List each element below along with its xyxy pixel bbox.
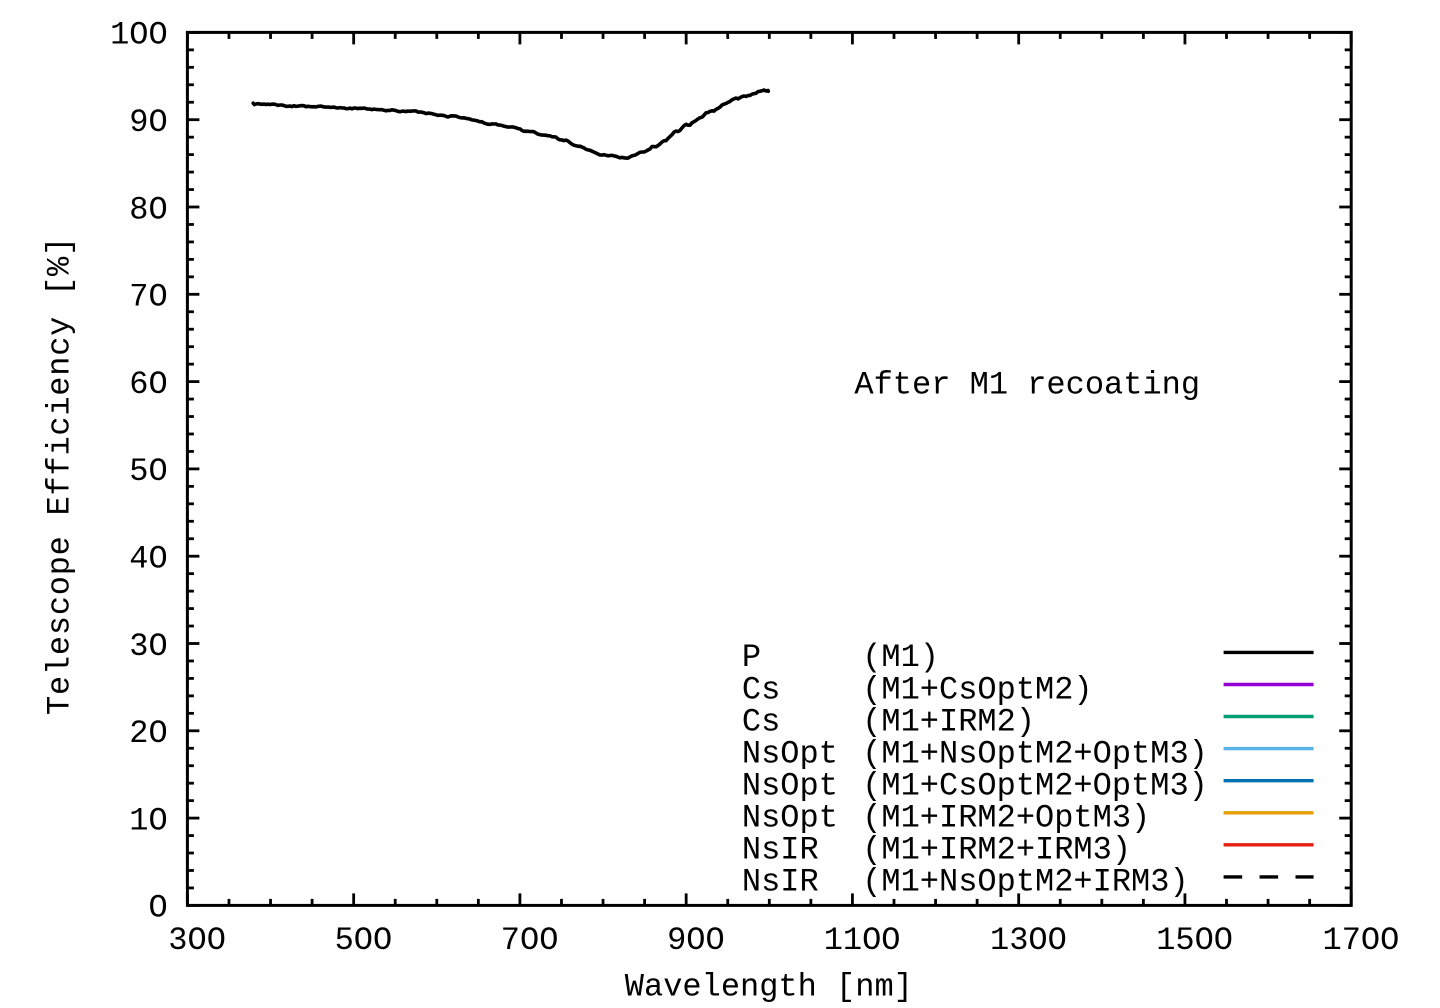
svg-text:9OO: 9OO bbox=[667, 922, 725, 959]
svg-text:17OO: 17OO bbox=[1322, 922, 1399, 959]
svg-text:(M1+NsOptM2+IRM3): (M1+NsOptM2+IRM3) bbox=[862, 864, 1188, 901]
svg-text:After M1 recoating: After M1 recoating bbox=[854, 367, 1200, 404]
svg-text:2O: 2O bbox=[129, 715, 167, 752]
svg-text:NsOpt: NsOpt bbox=[742, 800, 838, 837]
svg-text:7OO: 7OO bbox=[501, 922, 559, 959]
svg-text:13OO: 13OO bbox=[990, 922, 1067, 959]
svg-text:8O: 8O bbox=[129, 191, 167, 228]
svg-text:Cs: Cs bbox=[742, 671, 780, 708]
svg-text:P: P bbox=[742, 639, 761, 676]
svg-text:O: O bbox=[148, 890, 167, 927]
svg-text:15OO: 15OO bbox=[1156, 922, 1233, 959]
svg-text:(M1+CsOptM2): (M1+CsOptM2) bbox=[862, 671, 1092, 708]
svg-text:5OO: 5OO bbox=[335, 922, 393, 959]
svg-text:Cs: Cs bbox=[742, 703, 780, 740]
svg-text:(M1+IRM2): (M1+IRM2) bbox=[862, 703, 1035, 740]
svg-text:7O: 7O bbox=[129, 279, 167, 316]
svg-text:(M1+CsOptM2+OptM3): (M1+CsOptM2+OptM3) bbox=[862, 768, 1208, 805]
svg-text:NsOpt: NsOpt bbox=[742, 735, 838, 772]
svg-text:9O: 9O bbox=[129, 104, 167, 141]
svg-text:1O: 1O bbox=[129, 802, 167, 839]
svg-text:1OO: 1OO bbox=[110, 17, 168, 54]
svg-text:3O: 3O bbox=[129, 628, 167, 665]
svg-text:5O: 5O bbox=[129, 453, 167, 490]
svg-text:NsIR: NsIR bbox=[742, 864, 819, 901]
svg-text:11OO: 11OO bbox=[824, 922, 901, 959]
svg-text:4O: 4O bbox=[129, 541, 167, 578]
svg-text:3OO: 3OO bbox=[168, 922, 226, 959]
svg-text:Telescope Efficiency [%]: Telescope Efficiency [%] bbox=[42, 236, 79, 715]
svg-text:(M1+NsOptM2+OptM3): (M1+NsOptM2+OptM3) bbox=[862, 735, 1208, 772]
svg-text:(M1+IRM2+IRM3): (M1+IRM2+IRM3) bbox=[862, 832, 1131, 869]
svg-text:NsOpt: NsOpt bbox=[742, 768, 838, 805]
svg-text:6O: 6O bbox=[129, 366, 167, 403]
svg-text:NsIR: NsIR bbox=[742, 832, 819, 869]
svg-text:(M1+IRM2+OptM3): (M1+IRM2+OptM3) bbox=[862, 800, 1150, 837]
svg-text:Wavelength [nm]: Wavelength [nm] bbox=[625, 968, 913, 1005]
svg-text:(M1): (M1) bbox=[862, 639, 939, 676]
